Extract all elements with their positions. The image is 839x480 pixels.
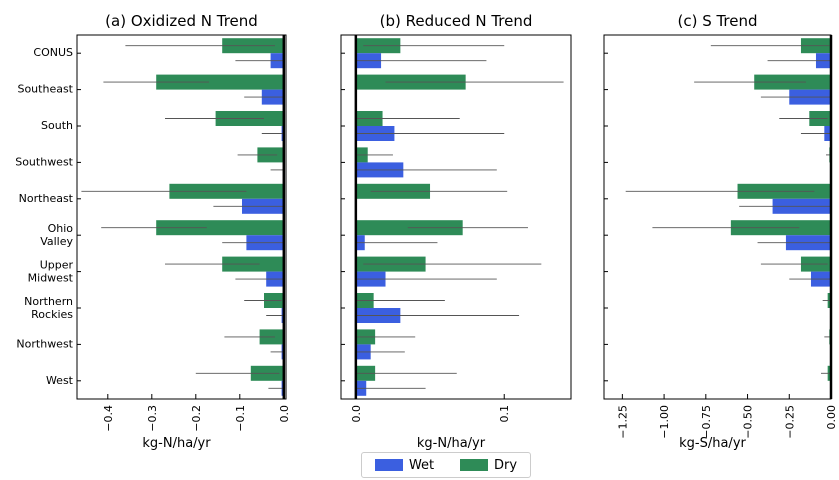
x-tick-label: −0.50 [742,405,755,439]
legend-label-wet: Wet [408,457,435,473]
bar-dry [156,74,284,90]
panel-frame [340,34,572,400]
legend: Wet Dry [361,452,531,478]
legend-item-dry: Dry [460,458,517,473]
panel-frame [603,34,832,400]
x-tick-label: −0.25 [783,405,796,439]
category-label: CONUS [33,46,73,59]
panel-title: (a) Oxidized N Trend [105,12,258,30]
x-tick-label: −1.00 [658,405,671,439]
x-tick-label: −0.75 [700,405,713,439]
x-axis-label: kg-N/ha/yr [142,436,211,451]
category-label: West [46,374,74,387]
x-tick-label: −0.1 [234,405,247,432]
x-tick-label: 0.0 [350,405,363,423]
x-tick-label: −1.25 [616,405,629,439]
category-label: Upper Midwest [28,259,74,285]
x-tick-label: −0.2 [190,405,203,432]
x-tick-label: −0.3 [146,405,159,432]
category-label: South [41,119,73,132]
x-axis-label: kg-N/ha/yr [417,436,486,451]
category-label-line: Northern [24,295,73,308]
panel-frame [76,34,287,400]
category-label: Ohio Valley [40,222,73,248]
category-label: Southeast [17,83,73,96]
legend-label-dry: Dry [494,457,518,473]
bar-dry [156,220,284,236]
category-label: Northern Rockies [24,295,73,321]
x-tick-label: 0.00 [825,405,838,430]
category-label: Southwest [15,155,73,168]
panel-title: (b) Reduced N Trend [380,12,533,30]
category-label: Northeast [19,192,74,205]
category-label-line: Valley [40,235,73,248]
category-label-line: Upper [40,259,74,272]
legend-item-wet: Wet [374,457,435,473]
x-tick-label: −0.4 [102,405,115,432]
legend-swatch-wet [374,459,403,471]
x-axis-label: kg-S/ha/yr [679,436,746,451]
category-label: Northwest [16,337,73,350]
panel-title: (c) S Trend [677,12,757,30]
x-tick-label: 0.0 [278,405,291,423]
category-label-line: Midwest [28,272,74,285]
x-tick-label: 0.1 [498,405,511,423]
legend-swatch-dry [460,459,488,471]
category-label-line: Ohio [48,222,74,235]
category-label-line: Rockies [31,308,73,321]
